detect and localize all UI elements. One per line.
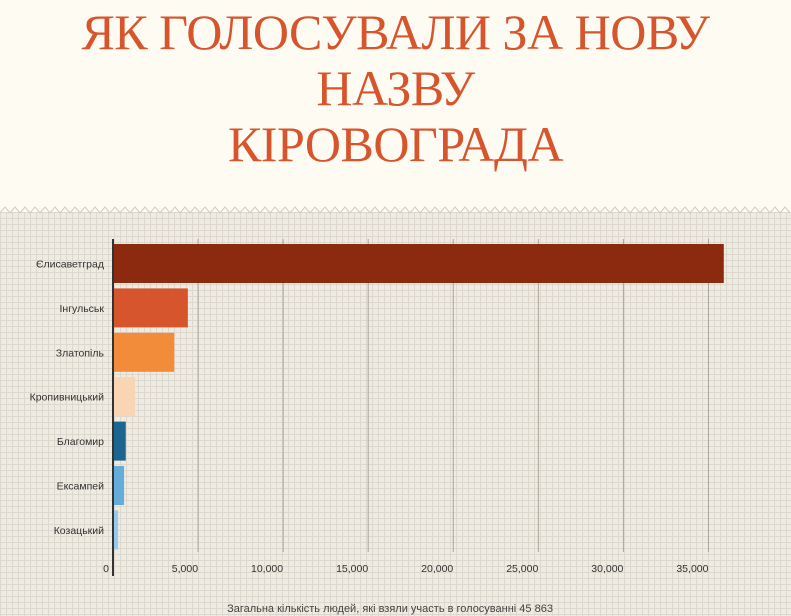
tick-label: 0 [103,563,109,575]
footnote: Загальна кількість людей, які взяли учас… [227,603,553,615]
bar [113,332,175,372]
tick-label: 10,000 [251,563,283,575]
category-labels: Єлисаветград Інгульськ Златопіль Кропивниць… [30,259,105,537]
bar [113,421,126,461]
bar [113,510,119,550]
tick-label: 30,000 [591,563,623,575]
bar [113,288,188,328]
category-label: Козацький [54,525,104,537]
category-label: Інгульськ [60,303,105,315]
category-label: Єлисаветград [36,259,104,271]
tick-labels: 0 5,000 10,000 15,000 20,000 25,000 30,000 35,0… [103,563,709,575]
tick-label: 15,000 [336,563,368,575]
zigzag-border [0,206,791,214]
title-area: ЯК ГОЛОСУВАЛИ ЗА НОВУ НАЗВУ КІРОВОГРАДА [0,0,791,212]
category-label: Ексампей [57,481,105,493]
category-label: Златопіль [56,347,105,359]
bar [113,466,125,505]
bar [113,377,136,417]
tick-label: 5,000 [172,563,198,575]
page-title: ЯК ГОЛОСУВАЛИ ЗА НОВУ НАЗВУ КІРОВОГРАДА [81,4,710,172]
tick-label: 20,000 [421,563,453,575]
tick-label: 25,000 [506,563,538,575]
grid-lines [197,239,709,552]
bars [113,244,724,550]
bar [113,244,724,283]
tick-label: 35,000 [676,563,708,575]
category-label: Благомир [57,436,104,448]
category-label: Кропивницький [30,392,105,404]
